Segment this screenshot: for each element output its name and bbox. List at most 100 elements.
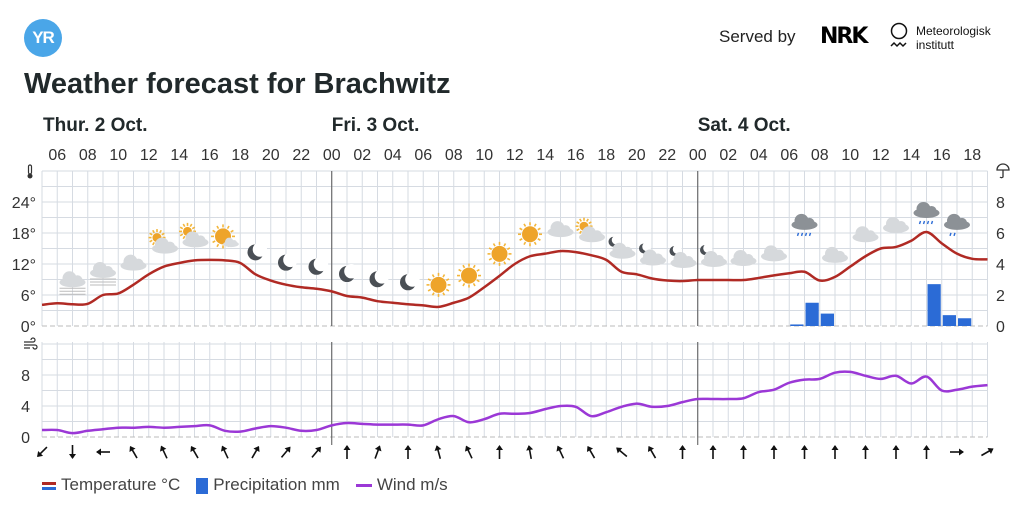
raindrop [800,232,804,237]
sun-ray [179,233,184,237]
wind-direction-arrow [831,445,839,459]
sun-ray [506,257,511,261]
sun-ray [212,240,216,244]
wind-arrow-head [801,445,808,450]
sun-ray [476,268,480,272]
weather-symbol-clearsky-day-icon [518,222,542,247]
weather-symbol-rain-icon [791,213,818,237]
served-by-label: Served by [719,27,796,46]
wind-swatch-icon [355,483,372,487]
sun-ray [588,221,592,225]
precipitation-axis-label: 2 [996,288,1005,305]
wind-axis-label: 8 [21,368,30,385]
sun-ray [216,243,220,248]
hour-tick-label: 14 [536,147,554,164]
weather-symbol-clearsky-night-icon [308,256,329,275]
wind-direction-arrow [647,445,657,459]
umbrella-icon [996,163,1010,179]
sun-ray [472,264,476,269]
wind-direction-arrow [190,445,199,459]
weather-symbol-cloudy-icon [120,254,147,271]
cloud-part [592,230,602,241]
wind-direction-arrow [892,445,900,459]
wind-direction-arrow [770,445,778,459]
weather-symbol-clearsky-night-icon [278,252,298,271]
sun-ray [431,274,435,278]
wind-direction-arrow [434,445,442,459]
hour-tick-label: 22 [658,147,676,164]
forecast-chart: Thur. 2 Oct. Fri. 3 Oct. Sat. 4 Oct.06 08 10… [12,115,1010,460]
page-title: Weather forecast for Brachwitz [24,68,451,100]
met-institute-logo[interactable]: Meteorologisk institutt [916,24,991,52]
wind-arrow-head [37,450,44,457]
wind-direction-arrow [950,448,964,456]
cloud-part [133,258,144,269]
sun-ray [576,228,580,232]
cloud-part [804,217,815,228]
hour-tick-label: 04 [750,147,768,164]
precipitation-bar [942,315,956,326]
raindrop [804,232,808,237]
wind-arrow-head [987,447,994,455]
wind-arrow-head [740,445,747,450]
weather-symbol-partlycloudy-night-icon [669,244,697,269]
sun-ray [462,264,466,269]
wind-arrow-head [586,445,594,453]
legend-temperature[interactable]: Temperature °C [42,475,180,495]
precipitation-axis-label: 8 [996,195,1005,212]
precipitation-bar [927,284,941,326]
hour-tick-label: 08 [445,147,463,164]
cloud-part [103,266,113,276]
hour-tick-label: 06 [780,147,798,164]
wind-icon-shape [24,337,38,350]
sun-ray [523,223,527,227]
sun-ray [431,292,435,296]
weather-symbol-fair-day-icon [211,224,239,249]
wind-icon [24,337,38,350]
wind-arrow-head [526,445,534,451]
sun-ray [506,247,511,251]
sun-ray [537,238,541,241]
cloud-part [835,250,845,261]
wind-arrow-head [159,445,167,452]
wind-arrow-head [220,445,228,452]
sun-ray [445,288,450,292]
cloud-part [195,235,206,246]
weather-symbol-partlycloudy-day-icon [575,217,605,243]
wind-direction-arrow [37,446,48,457]
met-line2: institutt [916,38,955,52]
hour-tick-label: 10 [841,147,859,164]
raindrop [949,232,952,237]
sun-ray [191,226,196,230]
nrk-logo[interactable]: NRK [820,24,868,49]
wind-arrow-head [556,445,563,452]
sun-ray [579,218,582,222]
sun-ray [216,225,220,229]
wind-direction-arrow [129,445,138,459]
cloud-part [231,239,237,246]
temperature-axis-label: 18° [12,226,36,243]
weather-symbol-fog-icon [59,271,86,295]
sun-ray [519,238,523,241]
yr-logo[interactable]: YR [24,19,62,57]
weather-symbol-clearsky-day-icon [457,263,481,288]
moon-cut [374,269,390,284]
thermometer-icon-body [27,164,33,175]
weather-symbol-rain-icon [913,201,940,225]
hour-tick-label: 12 [140,147,158,164]
wind-direction-arrow [311,446,321,458]
legend-precipitation[interactable]: Precipitation mm [196,475,340,495]
legend-wind[interactable]: Wind m/s [355,475,448,495]
day-label: Thur. 2 Oct. [43,115,148,136]
moon-cut [611,235,621,245]
cloud-part [622,246,633,257]
sun-ray [182,235,186,240]
wind-arrow-head [190,445,197,453]
weather-symbol-partlycloudy-day-icon [148,229,178,254]
sun-ray [492,261,496,265]
wind-arrow-head [404,445,412,450]
hour-tick-label: 16 [567,147,585,164]
cloud-part [865,230,876,241]
sun-ray [230,229,234,233]
sun-ray [503,243,507,247]
